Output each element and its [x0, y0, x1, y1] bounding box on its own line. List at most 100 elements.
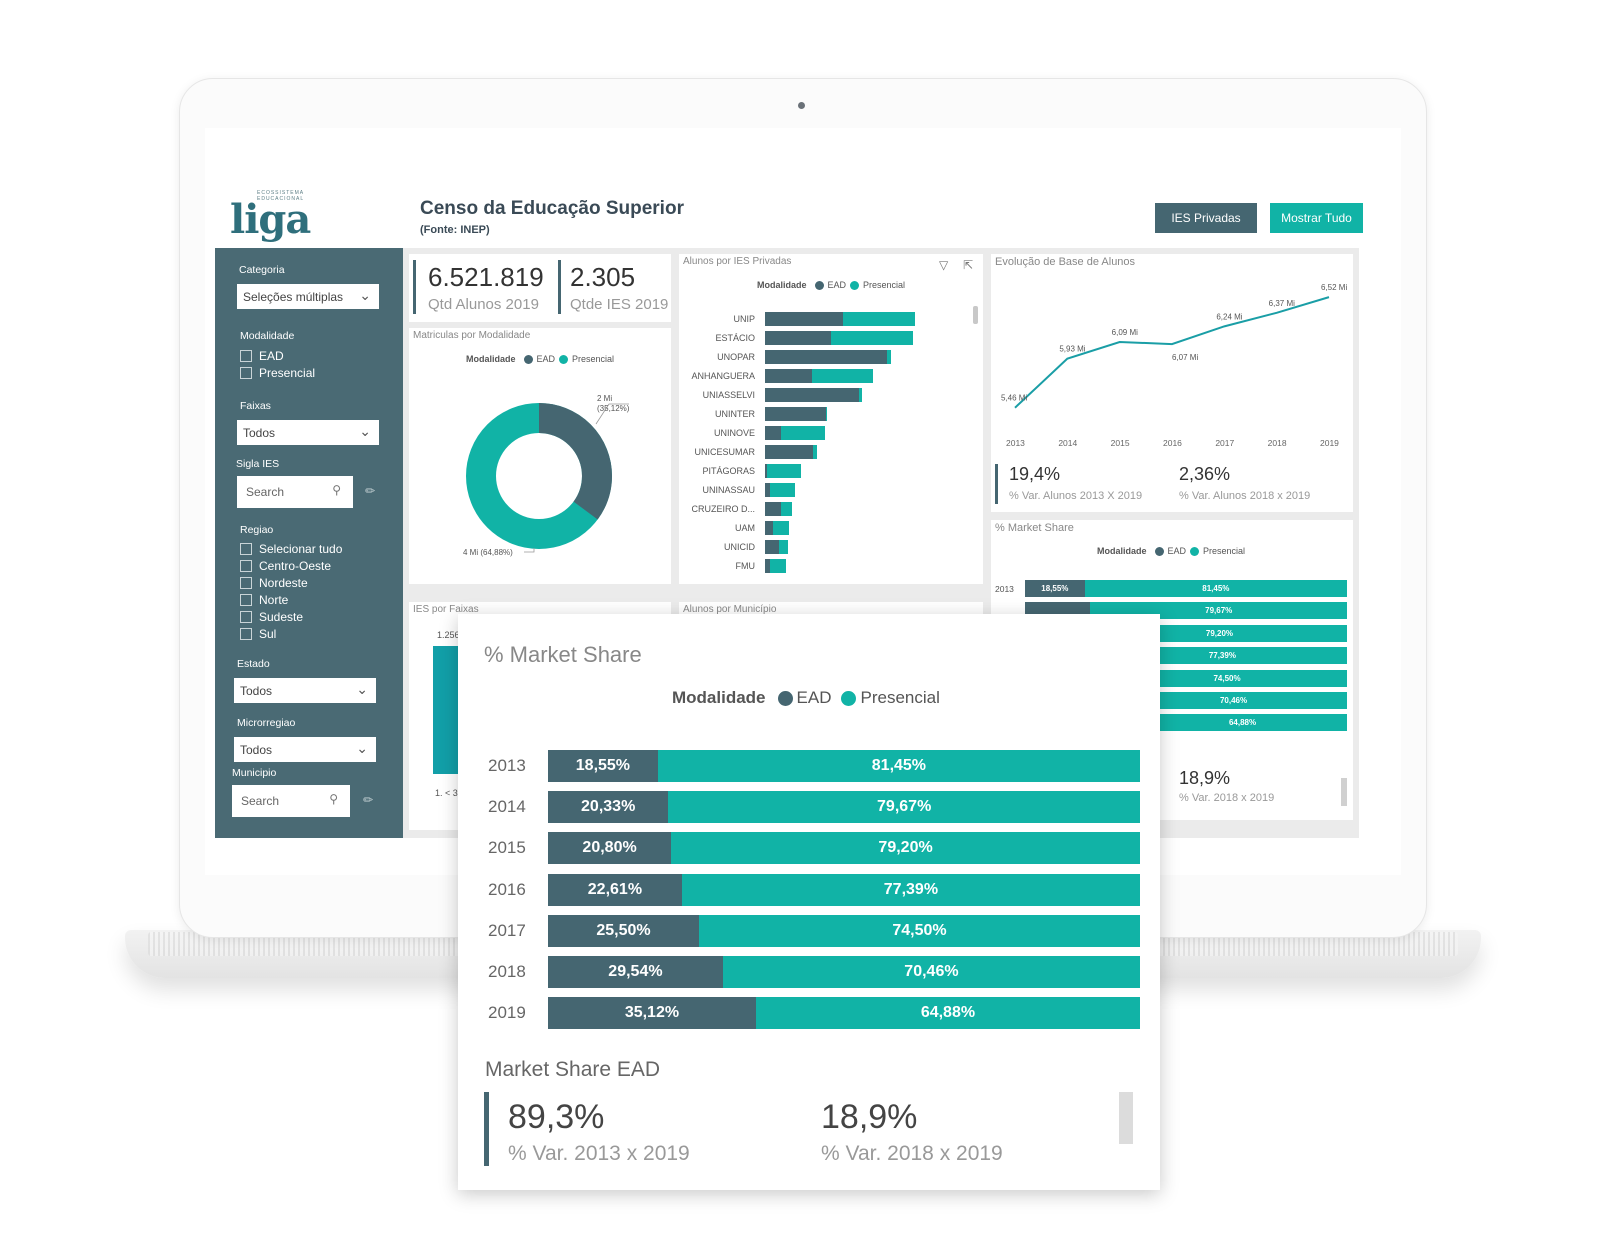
chevron-down-icon: ⌄ — [359, 423, 371, 439]
camera-icon — [798, 102, 805, 109]
regiao-option[interactable]: Norte — [240, 591, 288, 608]
regiao-option[interactable]: Centro-Oeste — [240, 557, 331, 574]
regiao-option[interactable]: Sudeste — [240, 608, 303, 625]
modalidade-option-presencial[interactable]: Presencial — [240, 364, 315, 381]
checkbox-icon — [240, 559, 252, 572]
evolucao-title: Evolução de Base de Alunos — [995, 256, 1136, 268]
filter-icon[interactable]: ▽ — [939, 258, 949, 272]
market-share-presencial-bar: 79,67% — [668, 791, 1140, 824]
ies-bar-ead — [765, 407, 826, 421]
ies-bar-label: UNICID — [724, 542, 755, 552]
ies-bar-row[interactable]: UAM — [689, 521, 789, 535]
market-share-row[interactable]: 2018 29,54% 70,46% — [488, 956, 1140, 988]
ies-bar-ead — [765, 540, 779, 554]
ies-bar-row[interactable]: ESTÁCIO — [689, 331, 913, 345]
market-share-row[interactable]: 2017 25,50% 74,50% — [488, 914, 1140, 947]
legend-ead: EAD — [536, 354, 556, 364]
checkbox-icon — [240, 610, 252, 623]
modalidade-label: Modalidade — [240, 330, 295, 342]
scrollbar[interactable] — [1119, 1092, 1133, 1144]
sigla-search-input[interactable]: Search ⚲ — [237, 476, 353, 508]
evolucao-year-label: 2015 — [1111, 438, 1130, 448]
market-share-row[interactable]: 2019 35,12% 64,88% — [488, 997, 1140, 1030]
regiao-option-label: Sul — [259, 626, 277, 641]
overlay-title: % Market Share — [484, 642, 642, 667]
kpi-caption: Qtde IES 2019 — [570, 296, 669, 313]
market-share-small-row[interactable]: 2013 18,55% 81,45% — [995, 580, 1347, 597]
ies-bar-label: UNINASSAU — [702, 485, 755, 495]
legend-ead: EAD — [796, 688, 832, 707]
ies-bar-ead — [765, 521, 773, 535]
market-share-row[interactable]: 2016 22,61% 77,39% — [488, 873, 1140, 906]
ies-bar-row[interactable]: UNIASSELVI — [689, 388, 862, 402]
legend-presencial: Presencial — [860, 688, 940, 707]
regiao-option[interactable]: Sul — [240, 625, 276, 642]
donut-ead-label: 2 Mi (35,12%) — [597, 394, 629, 414]
donut-ead-pct: (35,12%) — [597, 404, 630, 413]
alunos-ies-title: Alunos por IES Privadas — [683, 256, 792, 267]
alunos-municipio-title: Alunos por Município — [683, 604, 777, 615]
evolucao-point-label: 6,07 Mi — [1172, 353, 1198, 362]
checkbox-icon — [240, 576, 252, 589]
microrregiao-select[interactable]: Todos ⌄ — [234, 737, 376, 762]
legend-ead: EAD — [1167, 546, 1187, 556]
modalidade-option-ead[interactable]: EAD — [240, 347, 284, 364]
regiao-option[interactable]: Selecionar tudo — [240, 540, 342, 557]
regiao-option[interactable]: Nordeste — [240, 574, 308, 591]
legend-ead: EAD — [827, 280, 847, 290]
ies-bar-row[interactable]: UNIP — [689, 312, 915, 326]
legend-presencial: Presencial — [1203, 546, 1246, 556]
donut-chart — [466, 403, 629, 553]
evolucao-line-chart: 5,46 Mi 2013 5,93 Mi 2014 6,09 Mi 2015 6,07 Mi… — [1001, 283, 1347, 448]
estado-value: Todos — [240, 683, 273, 698]
ies-bar-row[interactable]: UNINASSAU — [689, 483, 795, 497]
mostrar-tudo-button[interactable]: Mostrar Tudo — [1270, 203, 1363, 233]
market-share-small-presencial: 77,39% — [1097, 647, 1347, 665]
chevron-down-icon: ⌄ — [356, 681, 368, 697]
categoria-select[interactable]: Seleções múltiplas ⌄ — [237, 284, 379, 309]
modalidade-option-label: EAD — [259, 348, 284, 363]
alunos-ies-card: Alunos por IES Privadas ▽ ⇱ Modalidade E… — [679, 254, 983, 584]
ies-bar-ead — [765, 559, 770, 573]
evolucao-point-label: 6,52 Mi — [1321, 283, 1347, 292]
market-share-year-label: 2019 — [488, 1003, 526, 1023]
market-share-row[interactable]: 2014 20,33% 79,67% — [488, 791, 1140, 824]
eraser-icon[interactable]: ✏ — [365, 484, 376, 498]
ies-bar-row[interactable]: UNICID — [689, 540, 788, 554]
expand-icon[interactable]: ⇱ — [963, 258, 974, 272]
ies-bar-ead — [765, 445, 813, 459]
chevron-down-icon: ⌄ — [359, 287, 371, 303]
market-share-row[interactable]: 2013 18,55% 81,45% — [488, 750, 1140, 782]
scrollbar[interactable] — [973, 306, 978, 324]
ies-bar-row[interactable]: UNICESUMAR — [689, 445, 817, 459]
market-share-small-presencial: 81,45% — [1084, 580, 1347, 597]
scrollbar[interactable] — [1341, 778, 1347, 806]
municipio-search-input[interactable]: Search ⚲ — [232, 785, 350, 817]
faixas-label: Faixas — [240, 400, 271, 412]
market-share-year-label: 2016 — [488, 879, 526, 899]
market-share-ead-bar: 22,61% — [548, 873, 682, 906]
ies-bar-row[interactable]: UNINOVE — [689, 426, 825, 440]
ies-bar-row[interactable]: UNINTER — [689, 407, 827, 421]
logo-tagline: ECOSSISTEMA EDUCACIONAL — [257, 190, 305, 202]
faixas-value: Todos — [243, 425, 276, 440]
eraser-icon[interactable]: ✏ — [363, 793, 374, 807]
estado-select[interactable]: Todos ⌄ — [234, 678, 376, 703]
overlay-kpi-value: 89,3% — [508, 1098, 605, 1136]
ies-bar-row[interactable]: ANHANGUERA — [689, 369, 873, 383]
ies-bar-row[interactable]: PITÁGORAS — [689, 464, 801, 478]
presencial-dot-icon — [1190, 546, 1200, 556]
legend-title: Modalidade — [1097, 546, 1147, 556]
liga-logo: liga — [230, 196, 311, 243]
evolucao-year-label: 2013 — [1006, 438, 1025, 448]
presencial-dot-icon — [850, 280, 860, 290]
checkbox-icon — [240, 542, 252, 555]
ies-bar-row[interactable]: FMU — [689, 559, 786, 573]
ies-bar-row[interactable]: UNOPAR — [689, 350, 891, 364]
ies-privadas-button[interactable]: IES Privadas — [1155, 203, 1257, 233]
ies-bar-row[interactable]: CRUZEIRO D... — [689, 502, 792, 516]
evolucao-year-label: 2019 — [1320, 438, 1339, 448]
faixas-select[interactable]: Todos ⌄ — [237, 420, 379, 445]
market-share-row[interactable]: 2015 20,80% 79,20% — [488, 832, 1140, 865]
ead-dot-icon — [523, 354, 533, 364]
